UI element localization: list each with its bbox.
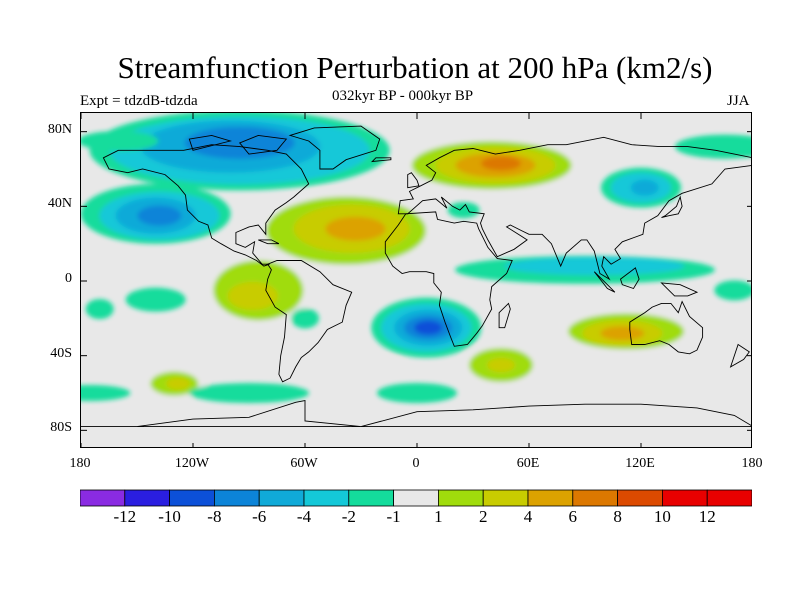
contour-region: [81, 385, 131, 401]
coastline: [238, 134, 288, 155]
colorbar-box: [393, 489, 439, 507]
colorbar-box: [348, 489, 394, 507]
colorbar-boxes: [80, 489, 752, 507]
colorbar-box: [706, 489, 752, 507]
colorbar-box: [617, 489, 663, 507]
colorbar-label: -6: [252, 507, 267, 526]
coastline: [498, 302, 511, 329]
y-tick-label: 40N: [47, 196, 72, 212]
map-canvas: [81, 113, 751, 447]
coastlines: [81, 125, 751, 428]
colorbar-box: [124, 489, 170, 507]
coastline: [407, 172, 420, 189]
contour-region: [675, 134, 751, 159]
coastline: [661, 195, 683, 218]
colorbar-label: 4: [523, 507, 533, 526]
x-tick-label: 60W: [290, 456, 318, 471]
colorbar-box: [662, 489, 708, 507]
colorbar-label: -10: [158, 507, 181, 526]
colorbar-label: 6: [568, 507, 578, 526]
x-tick-label: 120E: [625, 456, 655, 471]
colorbar-box: [213, 489, 260, 507]
y-tick-label: 40S: [50, 345, 72, 361]
contour-region: [291, 308, 319, 329]
colorbar-box: [437, 489, 484, 507]
colorbar-label: 8: [613, 507, 622, 526]
contour-region: [487, 358, 515, 372]
coastline: [384, 211, 513, 347]
colorbar-box: [482, 489, 529, 507]
colorbar-box: [80, 489, 126, 507]
colorbar-label: -1: [386, 507, 401, 526]
contour-region: [481, 156, 521, 171]
season-label: JJA: [727, 93, 750, 109]
coastline: [258, 239, 280, 245]
x-tick-label: 0: [412, 456, 420, 471]
map-plot: [80, 112, 752, 448]
colorbar-label: 12: [698, 507, 716, 526]
colorbar-label: 2: [478, 507, 488, 526]
colorbar-label: -4: [296, 507, 312, 526]
contour-region: [714, 280, 751, 301]
contour-region: [354, 357, 405, 373]
period-label: 032kyr BP - 000kyr BP: [332, 88, 474, 104]
coastline: [265, 260, 353, 383]
y-tick-label: 80S: [50, 420, 72, 436]
coastline: [188, 134, 232, 151]
contour-region: [695, 385, 736, 401]
colorbar: [80, 489, 752, 507]
coastline: [397, 136, 751, 281]
contour-region: [125, 287, 186, 312]
x-tick-label: 180: [741, 456, 763, 471]
colorbar-box: [303, 489, 350, 507]
y-tick-label: 80N: [47, 121, 72, 137]
x-tick-label: 180: [69, 456, 91, 471]
colorbar-box: [258, 489, 305, 507]
contour-region: [630, 179, 659, 196]
coastline: [370, 157, 392, 163]
coastline: [729, 343, 750, 368]
colorbar-label: -8: [207, 507, 222, 526]
colorbar-box: [572, 489, 618, 507]
contour-region: [81, 131, 159, 151]
contour-region: [600, 326, 645, 341]
coastline: [102, 144, 310, 267]
coastline: [629, 300, 704, 355]
contour-region: [325, 216, 386, 241]
colorbar-label: -12: [113, 507, 137, 526]
contour-region: [504, 257, 685, 276]
colorbar-box: [169, 489, 215, 507]
coastline: [619, 267, 640, 290]
contour-region: [85, 299, 114, 319]
y-tick-label: 0: [65, 271, 72, 286]
colorbar-label: 1: [434, 507, 443, 526]
coastline: [593, 271, 616, 293]
contour-region: [227, 281, 278, 310]
colorbar-label: 10: [653, 507, 671, 526]
x-tick-label: 60E: [516, 456, 540, 471]
contour-field: [81, 113, 751, 403]
x-tick-label: 120W: [174, 456, 210, 471]
coastline: [81, 399, 751, 428]
coastline: [288, 125, 381, 170]
experiment-label: Expt = tdzdB-tdzda: [80, 93, 198, 109]
contour-region: [166, 377, 191, 390]
contour-region: [447, 202, 480, 219]
colorbar-box: [527, 489, 574, 507]
colorbar-label: -2: [341, 507, 356, 526]
contour-region: [377, 383, 457, 403]
contour-region: [414, 320, 443, 335]
chart-title: Streamfunction Perturbation at 200 hPa (…: [117, 50, 713, 85]
coastline: [660, 282, 699, 297]
contour-region: [189, 383, 309, 403]
contour-region: [137, 205, 182, 226]
